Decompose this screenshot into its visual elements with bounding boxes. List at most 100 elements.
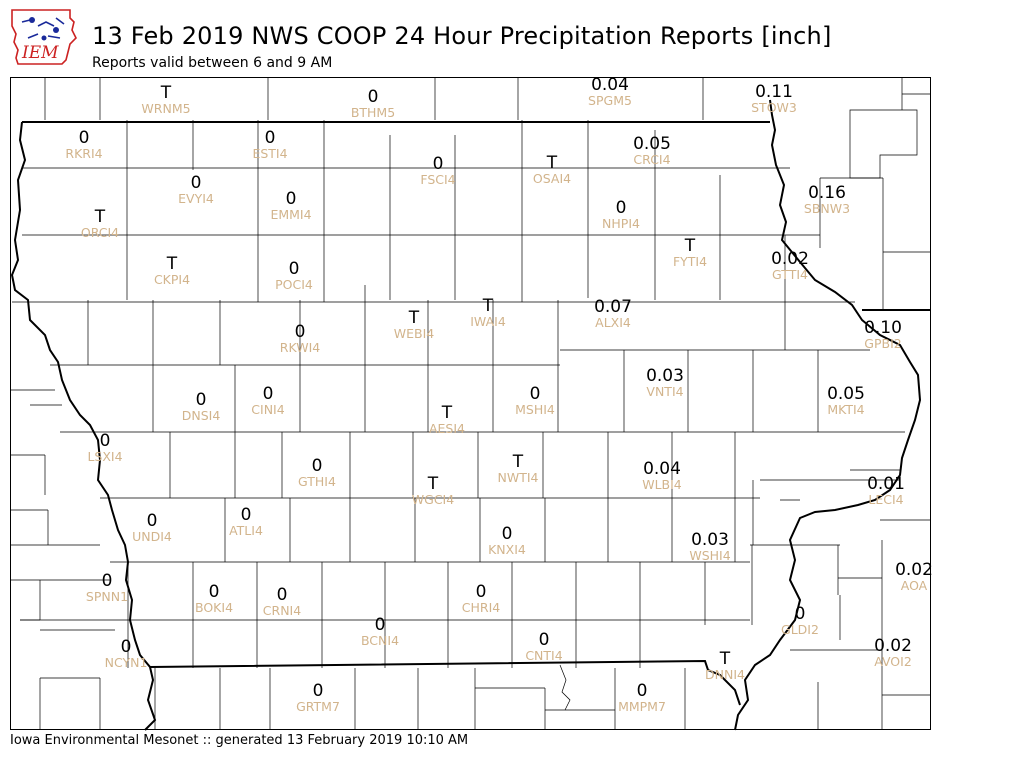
station-value: 0 bbox=[530, 384, 541, 404]
station-value: 0 bbox=[209, 582, 220, 602]
station-id: OSAI4 bbox=[533, 171, 571, 186]
station-value: 0.04 bbox=[591, 75, 629, 95]
station-id: AVOI2 bbox=[874, 654, 912, 669]
station-id: GLDI2 bbox=[781, 622, 819, 637]
station-value: 0 bbox=[286, 189, 297, 209]
station-value: 0 bbox=[295, 322, 306, 342]
station-value: 0.02 bbox=[874, 636, 912, 656]
station-value: 0.16 bbox=[808, 183, 846, 203]
station-id: GPBI2 bbox=[864, 336, 901, 351]
station-value: 0 bbox=[196, 390, 207, 410]
station-id: KNXI4 bbox=[488, 542, 526, 557]
station-value: T bbox=[166, 254, 178, 274]
station-value: T bbox=[427, 474, 439, 494]
logo-text: IEM bbox=[21, 43, 59, 63]
station-id: STOW3 bbox=[751, 100, 797, 115]
station-id: BOKI4 bbox=[195, 600, 233, 615]
station-id: GTHI4 bbox=[298, 474, 336, 489]
station-value: 0 bbox=[121, 637, 132, 657]
station-value: 0 bbox=[263, 384, 274, 404]
station-id: NCYN1 bbox=[105, 655, 148, 670]
map-frame bbox=[10, 77, 931, 730]
map-subtitle: Reports valid between 6 and 9 AM bbox=[92, 55, 333, 71]
station-value: 0.02 bbox=[895, 560, 933, 580]
station-id: DNNI4 bbox=[705, 667, 745, 682]
station-id: CINI4 bbox=[251, 402, 284, 417]
station-value: T bbox=[684, 236, 696, 256]
station-id: SBNW3 bbox=[804, 201, 850, 216]
station-id: CHRI4 bbox=[462, 600, 500, 615]
station-value: 0 bbox=[312, 456, 323, 476]
station-value: 0 bbox=[313, 681, 324, 701]
station-value: T bbox=[482, 296, 494, 316]
station-id: MSHI4 bbox=[515, 402, 555, 417]
station-id: CKPI4 bbox=[154, 272, 190, 287]
station-id: SPGM5 bbox=[588, 93, 632, 108]
station-value: 0.11 bbox=[755, 82, 793, 102]
station-value: 0.05 bbox=[633, 134, 671, 154]
station-id: WSHI4 bbox=[689, 548, 730, 563]
station-value: T bbox=[408, 308, 420, 328]
station-value: 0 bbox=[79, 128, 90, 148]
station-value: 0 bbox=[375, 615, 386, 635]
station-value: T bbox=[94, 207, 106, 227]
station-value: 0 bbox=[433, 154, 444, 174]
station-value: 0.01 bbox=[867, 474, 905, 494]
station-id: RKRI4 bbox=[65, 146, 102, 161]
station-id: LSXI4 bbox=[87, 449, 122, 464]
station-value: T bbox=[441, 403, 453, 423]
station-value: 0 bbox=[265, 128, 276, 148]
station-value: 0.04 bbox=[643, 459, 681, 479]
station-id: UNDI4 bbox=[132, 529, 172, 544]
station-id: WEBI4 bbox=[394, 326, 435, 341]
station-value: 0 bbox=[100, 431, 111, 451]
station-id: FYTI4 bbox=[673, 254, 707, 269]
station-value: 0.05 bbox=[827, 384, 865, 404]
station-value: 0.07 bbox=[594, 297, 632, 317]
station-value: 0 bbox=[241, 505, 252, 525]
station-id: AOA bbox=[901, 578, 928, 593]
station-id: NWTI4 bbox=[498, 470, 539, 485]
station-id: BCNI4 bbox=[361, 633, 399, 648]
station-id: AESI4 bbox=[429, 421, 465, 436]
state-boundaries bbox=[10, 99, 930, 731]
station-id: SPNN1 bbox=[86, 589, 128, 604]
station-value: T bbox=[512, 452, 524, 472]
station-id: CRNI4 bbox=[263, 603, 301, 618]
station-value: 0.10 bbox=[864, 318, 902, 338]
station-id: FSCI4 bbox=[420, 172, 455, 187]
station-id: RKWI4 bbox=[280, 340, 320, 355]
station-id: ESTI4 bbox=[252, 146, 287, 161]
